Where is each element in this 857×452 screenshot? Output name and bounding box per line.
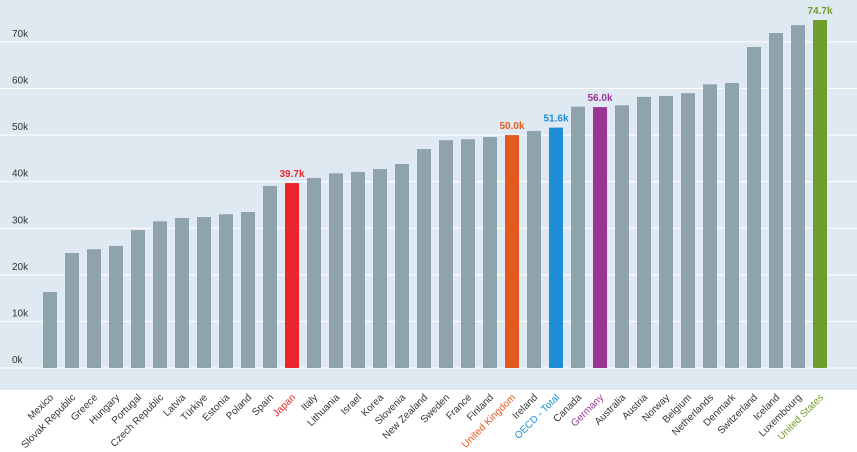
y-tick-label: 40k [12, 169, 29, 180]
bar [109, 245, 123, 368]
value-label: 74.7k [807, 6, 832, 17]
bar [461, 139, 475, 368]
bar [329, 173, 343, 368]
bar [307, 177, 321, 368]
bar [747, 47, 761, 369]
bar [659, 95, 673, 368]
bar [219, 214, 233, 368]
bar [285, 183, 299, 368]
bar [395, 163, 409, 368]
bar [637, 96, 651, 368]
bar [681, 93, 695, 369]
bar [593, 107, 607, 368]
x-tick-label: Spain [250, 392, 276, 418]
bar [197, 217, 211, 368]
bar [417, 149, 431, 368]
bar [153, 221, 167, 368]
bar [549, 127, 563, 369]
bar [571, 106, 585, 369]
y-tick-label: 10k [12, 308, 29, 319]
bar [769, 33, 783, 368]
value-label: 39.7k [279, 169, 304, 180]
y-tick-label: 20k [12, 262, 29, 273]
bar [175, 218, 189, 368]
y-tick-label: 60k [12, 76, 29, 87]
bar [527, 130, 541, 368]
bar [791, 25, 805, 369]
x-tick-label: Israel [339, 392, 364, 417]
bar [505, 135, 519, 368]
bar [241, 211, 255, 368]
bar [131, 230, 145, 368]
bar [263, 185, 277, 368]
bar [439, 140, 453, 368]
bar [87, 249, 101, 368]
bar [725, 82, 739, 369]
y-tick-label: 30k [12, 215, 29, 226]
y-tick-label: 0k [12, 355, 24, 366]
bar [615, 105, 629, 369]
bar [483, 136, 497, 368]
bar [351, 171, 365, 368]
value-label: 56.0k [587, 93, 612, 104]
y-tick-label: 50k [12, 122, 29, 133]
x-tick-label: Japan [271, 392, 298, 419]
value-label: 51.6k [543, 114, 568, 125]
bar [813, 20, 827, 368]
bar [65, 252, 79, 368]
value-label: 50.0k [499, 121, 524, 132]
bar [373, 169, 387, 368]
bar [43, 292, 57, 368]
y-tick-label: 70k [12, 29, 29, 40]
bar [703, 84, 717, 368]
